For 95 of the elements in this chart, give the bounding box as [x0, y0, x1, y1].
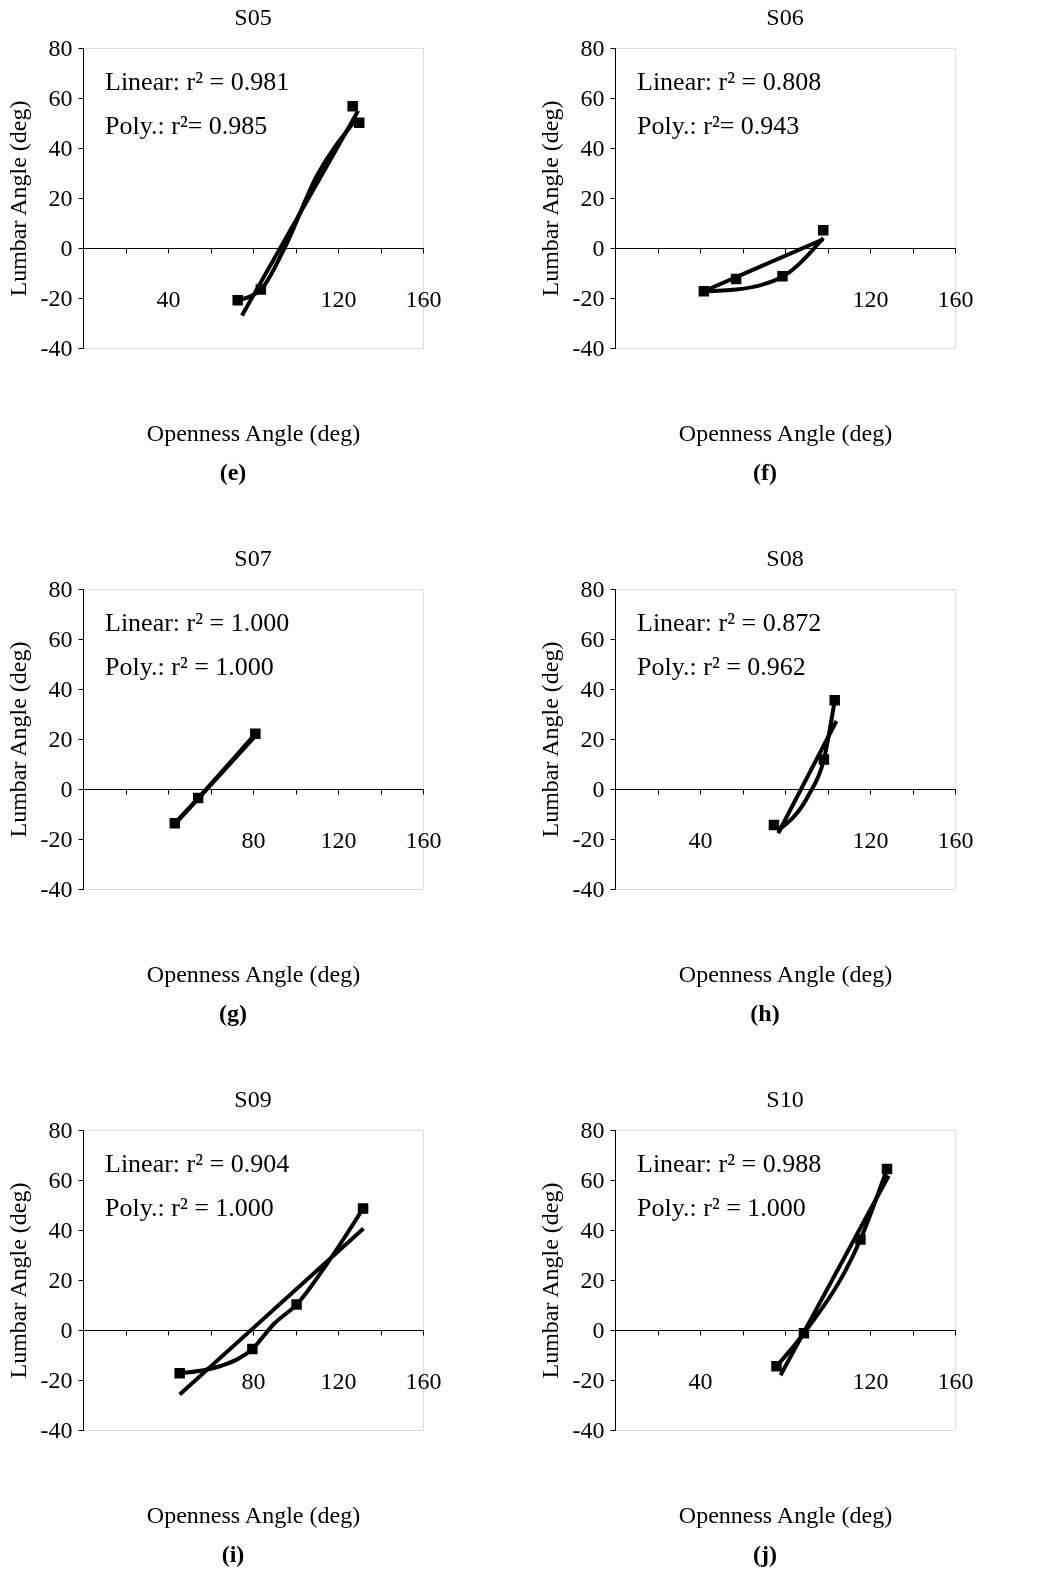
x-axis-title: Openness Angle (deg) — [146, 1501, 361, 1528]
x-tick-label: 160 — [405, 826, 442, 853]
y-tick-label: 0 — [60, 775, 73, 802]
y-tick-label: -20 — [572, 284, 605, 311]
x-tick-label: 80 — [241, 826, 266, 853]
annotation: Linear: r² = 0.981 — [105, 67, 290, 96]
y-tick-label: -40 — [572, 1416, 605, 1443]
chart-title: S05 — [234, 4, 272, 30]
y-tick-label: 20 — [48, 184, 73, 211]
y-tick-label: -20 — [572, 1366, 605, 1393]
x-axis-title: Openness Angle (deg) — [678, 419, 893, 446]
y-tick-label: 40 — [580, 675, 605, 702]
x-tick-label: 120 — [320, 826, 357, 853]
y-tick-label: 20 — [580, 725, 605, 752]
annotation: Linear: r² = 1.000 — [105, 608, 290, 637]
x-tick-label: 160 — [937, 1367, 974, 1394]
chart-title: S06 — [766, 4, 804, 30]
x-tick-label: 40 — [688, 826, 713, 853]
annotation: Linear: r² = 0.988 — [637, 1149, 822, 1178]
x-tick-label: 40 — [688, 1367, 713, 1394]
y-tick-label: 80 — [580, 575, 605, 602]
y-tick-label: -20 — [40, 825, 73, 852]
y-axis-title: Lumbar Angle (deg) — [536, 641, 563, 838]
y-tick-label: 40 — [48, 134, 73, 161]
annotation: Poly.: r²= 0.943 — [637, 111, 800, 140]
text: (e) — [219, 459, 247, 485]
chart-title: S07 — [234, 545, 272, 571]
y-tick-label: 80 — [580, 1116, 605, 1143]
y-tick-label: 60 — [48, 625, 73, 652]
text: (g) — [219, 1000, 247, 1026]
annotation: Poly.: r² = 1.000 — [637, 1193, 806, 1222]
y-tick-label: 40 — [580, 1216, 605, 1243]
x-axis-title: Openness Angle (deg) — [678, 1501, 893, 1528]
y-tick-label: 40 — [48, 1216, 73, 1243]
y-axis-title: Lumbar Angle (deg) — [4, 1182, 31, 1379]
x-tick-label: 160 — [405, 285, 442, 312]
x-tick-label: 80 — [241, 1367, 266, 1394]
x-tick-label: 120 — [852, 826, 889, 853]
x-tick-label: 40 — [156, 285, 181, 312]
text: (j) — [753, 1541, 777, 1567]
y-tick-label: 60 — [48, 1166, 73, 1193]
chart-title: S08 — [766, 545, 804, 571]
y-tick-label: 80 — [580, 34, 605, 61]
annotation: Poly.: r² = 1.000 — [105, 1193, 274, 1222]
x-axis-title: Openness Angle (deg) — [146, 960, 361, 987]
x-axis-title: Openness Angle (deg) — [146, 419, 361, 446]
y-tick-label: 0 — [592, 234, 605, 261]
y-axis-title: Lumbar Angle (deg) — [4, 641, 31, 838]
y-tick-label: 0 — [60, 234, 73, 261]
x-tick-label: 120 — [320, 285, 357, 312]
y-axis-title: Lumbar Angle (deg) — [536, 1182, 563, 1379]
text: (i) — [221, 1541, 245, 1567]
y-tick-label: 80 — [48, 1116, 73, 1143]
text: (h) — [750, 1000, 780, 1026]
annotation: Linear: r² = 0.904 — [105, 1149, 290, 1178]
y-tick-label: -40 — [40, 1416, 73, 1443]
x-tick-label: 160 — [405, 1367, 442, 1394]
y-tick-label: -20 — [40, 1366, 73, 1393]
y-tick-label: 80 — [48, 34, 73, 61]
x-tick-label: 120 — [852, 1367, 889, 1394]
y-tick-label: 0 — [592, 775, 605, 802]
y-tick-label: -20 — [40, 284, 73, 311]
chart-title: S10 — [766, 1086, 804, 1112]
chart-title: S09 — [234, 1086, 272, 1112]
y-axis-title: Lumbar Angle (deg) — [536, 100, 563, 297]
y-tick-label: 40 — [48, 675, 73, 702]
annotation: Linear: r² = 0.872 — [637, 608, 822, 637]
y-tick-label: 20 — [48, 725, 73, 752]
x-tick-label: 120 — [320, 1367, 357, 1394]
y-tick-label: -40 — [40, 875, 73, 902]
y-tick-label: -20 — [572, 825, 605, 852]
y-tick-label: 80 — [48, 575, 73, 602]
y-tick-label: 20 — [580, 184, 605, 211]
x-tick-label: 160 — [937, 285, 974, 312]
y-tick-label: 20 — [580, 1266, 605, 1293]
annotation: Poly.: r² = 0.962 — [637, 652, 806, 681]
y-tick-label: -40 — [572, 334, 605, 361]
x-tick-label: 120 — [852, 285, 889, 312]
y-tick-label: -40 — [572, 875, 605, 902]
y-tick-label: 60 — [48, 84, 73, 111]
y-tick-label: 0 — [592, 1316, 605, 1343]
annotation: Poly.: r² = 1.000 — [105, 652, 274, 681]
annotation: Poly.: r²= 0.985 — [105, 111, 268, 140]
x-tick-label: 160 — [937, 826, 974, 853]
text: (f) — [753, 459, 777, 485]
y-tick-label: 60 — [580, 84, 605, 111]
y-tick-label: -40 — [40, 334, 73, 361]
y-tick-label: 40 — [580, 134, 605, 161]
x-axis-title: Openness Angle (deg) — [678, 960, 893, 987]
y-tick-label: 60 — [580, 625, 605, 652]
y-axis-title: Lumbar Angle (deg) — [4, 100, 31, 297]
y-tick-label: 20 — [48, 1266, 73, 1293]
y-tick-label: 60 — [580, 1166, 605, 1193]
y-tick-label: 0 — [60, 1316, 73, 1343]
annotation: Linear: r² = 0.808 — [637, 67, 822, 96]
